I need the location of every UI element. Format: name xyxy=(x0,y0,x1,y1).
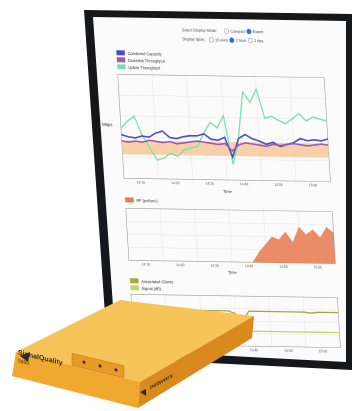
throughput-plot-frame xyxy=(117,73,331,182)
span-15min-radio[interactable] xyxy=(208,37,214,43)
span-1day-label: 1 day xyxy=(254,39,263,43)
x-tick-label: 14:20 xyxy=(176,263,185,267)
x-tick-label: 14:40 xyxy=(245,264,254,268)
legend-swatch-clients xyxy=(129,278,139,284)
x-tick-label: 14:10 xyxy=(137,180,146,184)
legend-swatch-downlink xyxy=(116,57,126,63)
rf-xlabel: Time xyxy=(228,270,238,275)
legend-label-uplink: Uplink Throughput xyxy=(128,65,161,71)
appliance-led-1 xyxy=(82,360,86,364)
x-tick-label: 14:50 xyxy=(284,349,293,353)
span-1hour-radio[interactable] xyxy=(229,37,235,43)
header-controls: Select Display Mode: Compact Expert Disp… xyxy=(182,28,265,43)
graph-span-label: Display Span: xyxy=(182,37,205,42)
span-1hour-label: 1 hour xyxy=(235,39,246,43)
x-tick-label: 14:50 xyxy=(274,183,283,187)
appliance-display xyxy=(71,353,125,378)
appliance-badge-icon xyxy=(140,389,146,396)
span-15min-label: 15 mins xyxy=(215,38,228,42)
downlink-line xyxy=(121,139,329,153)
grid-line xyxy=(220,75,228,180)
x-tick-label: 15:00 xyxy=(319,349,328,353)
throughput-panel: Combined Capacity Downlink Throughput Up… xyxy=(102,50,331,194)
appliance-model-text: 5650 xyxy=(18,358,29,367)
throughput-tick-labels: 14:10 14:20 14:30 14:40 14:50 15:00 xyxy=(137,180,318,187)
grid-line xyxy=(268,296,272,347)
display-mode-expert-label: Expert xyxy=(253,30,265,34)
display-mode-label: Select Display Mode: xyxy=(182,28,217,33)
display-mode-expert-radio[interactable] xyxy=(246,28,252,35)
grid-line xyxy=(186,75,193,180)
x-tick-label: 14:40 xyxy=(250,348,259,352)
x-tick-label: 14:30 xyxy=(210,264,219,268)
x-tick-label: 14:50 xyxy=(279,265,288,269)
display-mode-compact-radio[interactable] xyxy=(224,28,230,34)
rf-series xyxy=(128,226,336,264)
grid-line xyxy=(159,208,164,261)
appliance-front xyxy=(12,352,140,408)
legend-swatch-uplink xyxy=(117,64,126,70)
grid-line xyxy=(194,209,198,262)
legend-label-downlink: Downlink Throughput xyxy=(128,58,166,64)
x-tick-label: 14:20 xyxy=(171,181,180,185)
x-tick-label: 15:00 xyxy=(314,265,323,269)
legend-label-clients: Associated Clients xyxy=(141,279,173,285)
grid-line xyxy=(255,76,262,181)
throughput-series xyxy=(120,87,329,165)
throughput-xlabel: Time xyxy=(223,189,233,194)
monitor xyxy=(84,10,352,370)
appliance-led-2 xyxy=(98,364,102,368)
uplink-line xyxy=(120,87,327,165)
grid-line xyxy=(228,209,233,262)
legend-label-rf: RF (pct/sec) xyxy=(136,198,158,204)
rf-tick-labels: 14:10 14:20 14:30 14:40 14:50 15:00 xyxy=(142,262,323,269)
appliance-logo-icon xyxy=(20,352,30,362)
capacity-line xyxy=(121,130,329,160)
x-tick-label: 14:30 xyxy=(205,182,214,186)
appliance-led-3 xyxy=(114,368,118,372)
appliance-side xyxy=(138,316,254,408)
monitor-screen xyxy=(93,17,346,362)
legend-swatch-signal xyxy=(130,285,140,291)
x-tick-label: 15:00 xyxy=(309,183,318,187)
legend-swatch-capacity xyxy=(116,50,125,56)
grid-line xyxy=(302,297,307,348)
legend-label-capacity: Combined Capacity xyxy=(127,51,162,57)
display-mode-compact-label: Compact xyxy=(230,30,246,34)
grid-line xyxy=(289,77,297,182)
legend-label-signal: Signal (dB) xyxy=(142,286,162,291)
grid-line xyxy=(151,74,159,179)
rf-area xyxy=(128,226,336,264)
span-1day-radio[interactable] xyxy=(247,37,253,44)
x-tick-label: 14:10 xyxy=(142,262,151,266)
rf-panel: RF (pct/sec) 14:10 14:20 14:30 14:40 14:50 15… xyxy=(125,197,336,275)
network-appliance: SignalQuality 5650 networx xyxy=(12,300,254,408)
throughput-ylabel: Mbps xyxy=(102,122,113,127)
x-tick-label: 14:40 xyxy=(240,182,249,186)
legend-swatch-rf xyxy=(125,197,134,203)
